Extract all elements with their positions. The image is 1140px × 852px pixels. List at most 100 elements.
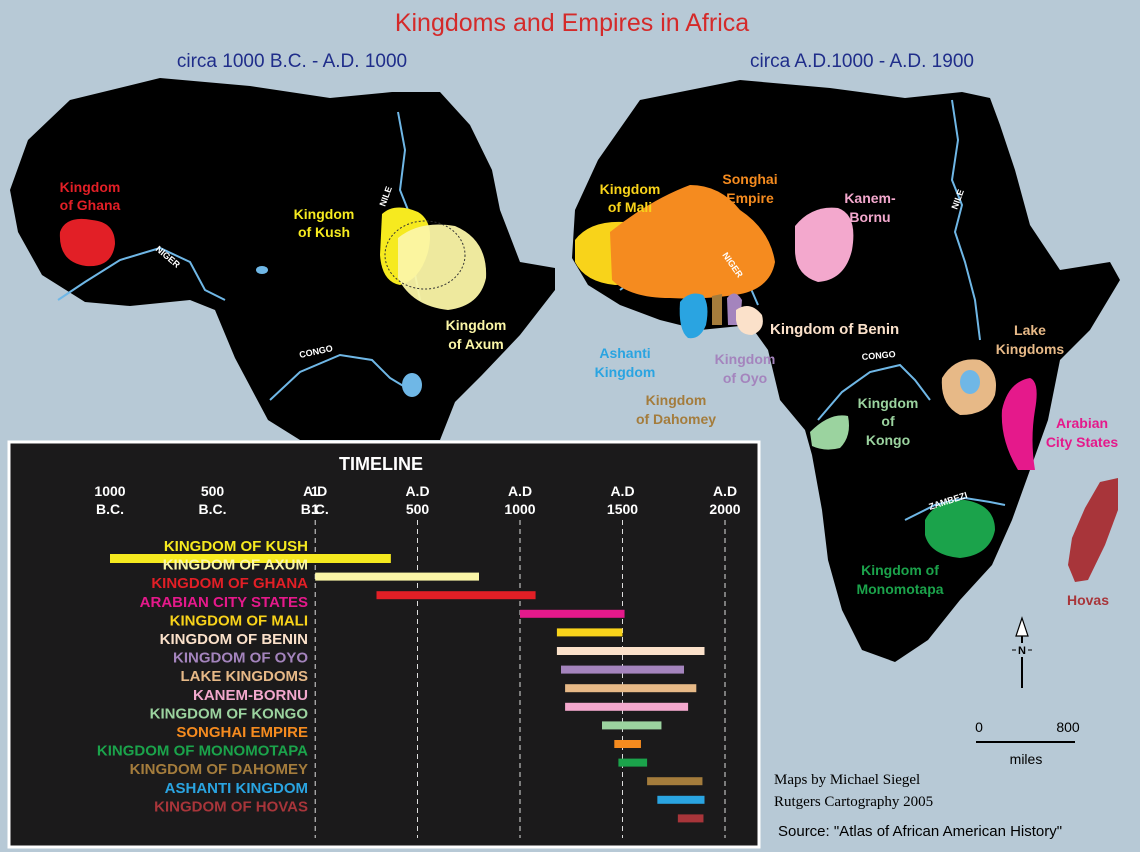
timeline-tick-sublabel: B.C. [301, 501, 329, 517]
compass-north-label: N [1018, 645, 1026, 657]
timeline-tick-sublabel: 1500 [607, 501, 638, 517]
label-kanem-1: Kanem- [844, 190, 896, 206]
timeline-kingdom-label: ASHANTI KINGDOM [165, 780, 308, 797]
timeline-bar [614, 740, 641, 748]
right-nile-river [950, 99, 981, 341]
scale-bar: 0 800 miles [975, 719, 1080, 767]
label-songhai-2: Empire [726, 190, 774, 206]
label-benin: Kingdom of Benin [770, 321, 899, 338]
label-lake-1: Lake [1014, 322, 1046, 338]
map-title: Kingdoms and Empires in Africa [395, 9, 749, 37]
region-kongo [810, 415, 849, 450]
region-axum [398, 224, 487, 310]
label-kongo-1: Kingdom [858, 395, 919, 411]
label-axum-1: Kingdom [446, 317, 507, 333]
timeline-kingdom-label: KINGDOM OF GHANA [151, 575, 308, 592]
left-lake-chad [256, 266, 268, 274]
scale-max: 800 [1056, 719, 1080, 735]
timeline-bar [376, 591, 536, 600]
timeline-kingdom-label: KINGDOM OF BENIN [160, 631, 308, 648]
label-mono-2: Monomotapa [856, 581, 943, 597]
region-ghana [59, 218, 115, 267]
timeline-kingdom-label: LAKE KINGDOMS [181, 668, 309, 685]
timeline-tick-label: A.D [610, 483, 634, 499]
timeline-tick-label: 1 [311, 483, 319, 499]
timeline-title: TIMELINE [339, 454, 423, 474]
region-axum-outline [384, 220, 466, 290]
label-hovas: Hovas [1067, 592, 1109, 608]
timeline-frame [7, 440, 761, 849]
subtitle-left: circa 1000 B.C. - A.D. 1000 [177, 51, 407, 72]
timeline-kingdom-label: KINGDOM OF KUSH [164, 538, 308, 555]
scale-zero: 0 [975, 719, 983, 735]
timeline-tick-sublabel: 500 [406, 501, 430, 517]
label-lake-2: Kingdoms [996, 341, 1065, 357]
timeline-kingdom-label: KINGDOM OF KONGO [150, 705, 309, 722]
timeline-tick-sublabel: B.C. [96, 501, 124, 517]
timeline-axis: 1000B.C.500B.C.1B.C.A.D1A.D500A.D1000A.D… [94, 483, 741, 838]
timeline-bar [647, 777, 703, 786]
label-ashanti-2: Kingdom [595, 364, 656, 380]
region-benin [736, 306, 763, 335]
right-congo-river [817, 363, 931, 421]
timeline-bar [561, 665, 684, 674]
left-lake-victoria [402, 373, 422, 397]
label-songhai-1: Songhai [722, 171, 777, 187]
left-niger-river [57, 246, 226, 301]
right-lake-victoria [960, 370, 980, 394]
timeline-bar [618, 758, 648, 767]
timeline-bar [565, 702, 689, 711]
timeline-kingdom-label: KINGDOM OF OYO [173, 650, 308, 667]
timeline-bar [657, 795, 705, 804]
timeline-kingdom-label: KINGDOM OF HOVAS [154, 798, 308, 815]
timeline-kingdom-label: KINGDOM OF DAHOMEY [130, 761, 308, 778]
region-dahomey [712, 294, 722, 325]
timeline-tick-sublabel: 2000 [709, 501, 740, 517]
left-congo-river [269, 353, 411, 401]
label-mali-2: of Mali [608, 199, 652, 215]
timeline-kingdom-label: ARABIAN CITY STATES [140, 594, 308, 611]
label-dahomey-2: of Dahomey [636, 411, 716, 427]
timeline-tick-label: A.D [303, 483, 327, 499]
label-ashanti-1: Ashanti [599, 345, 650, 361]
timeline-tick-sublabel: 1 [311, 501, 319, 517]
region-monomotapa [925, 500, 995, 558]
region-ashanti [679, 293, 708, 339]
timeline-tick-label: A.D [508, 483, 532, 499]
label-axum-2: of Axum [448, 336, 503, 352]
label-kongo-3: Kongo [866, 432, 910, 448]
label-kanem-2: Bornu [849, 209, 890, 225]
label-right-congo: CONGO [861, 349, 896, 362]
region-arabian-city-states [1001, 378, 1037, 470]
timeline-kingdom-label: SONGHAI EMPIRE [176, 724, 308, 741]
timeline-bar [556, 647, 705, 655]
credit-source: Source: "Atlas of African American Histo… [778, 823, 1062, 840]
label-kush-1: Kingdom [294, 206, 355, 222]
left-africa-landmass [10, 78, 555, 440]
timeline-bar [315, 572, 479, 581]
scale-unit: miles [1010, 751, 1043, 767]
timeline-kingdom-label: KANEM-BORNU [193, 687, 308, 704]
timeline-tick-label: 1000 [94, 483, 125, 499]
timeline-bar [520, 609, 625, 618]
subtitle-right: circa A.D.1000 - A.D. 1900 [750, 51, 974, 72]
madagascar [1068, 478, 1118, 582]
timeline-kingdom-label: KINGDOM OF AXUM [163, 557, 308, 574]
label-arabian-1: Arabian [1056, 415, 1108, 431]
timeline-kingdom-label: KINGDOM OF MALI [170, 612, 308, 629]
label-mali-1: Kingdom [600, 181, 661, 197]
timeline-kingdom-label: KINGDOM OF MONOMOTAPA [97, 743, 308, 760]
label-ghana-1: Kingdom [60, 179, 121, 195]
left-africa-map: Kingdom of Ghana Kingdom of Kush Kingdom… [10, 78, 555, 440]
label-kongo-2: of [881, 413, 895, 429]
compass-rose: N [1012, 616, 1032, 688]
right-africa-map: Kingdom of Mali Songhai Empire Kanem- Bo… [572, 80, 1120, 662]
timeline-bar [677, 814, 704, 823]
timeline-tick-label: A.D [713, 483, 737, 499]
timeline-tick-sublabel: 1000 [504, 501, 535, 517]
timeline-tick-label: 500 [201, 483, 225, 499]
region-kanem-bornu [795, 207, 854, 282]
